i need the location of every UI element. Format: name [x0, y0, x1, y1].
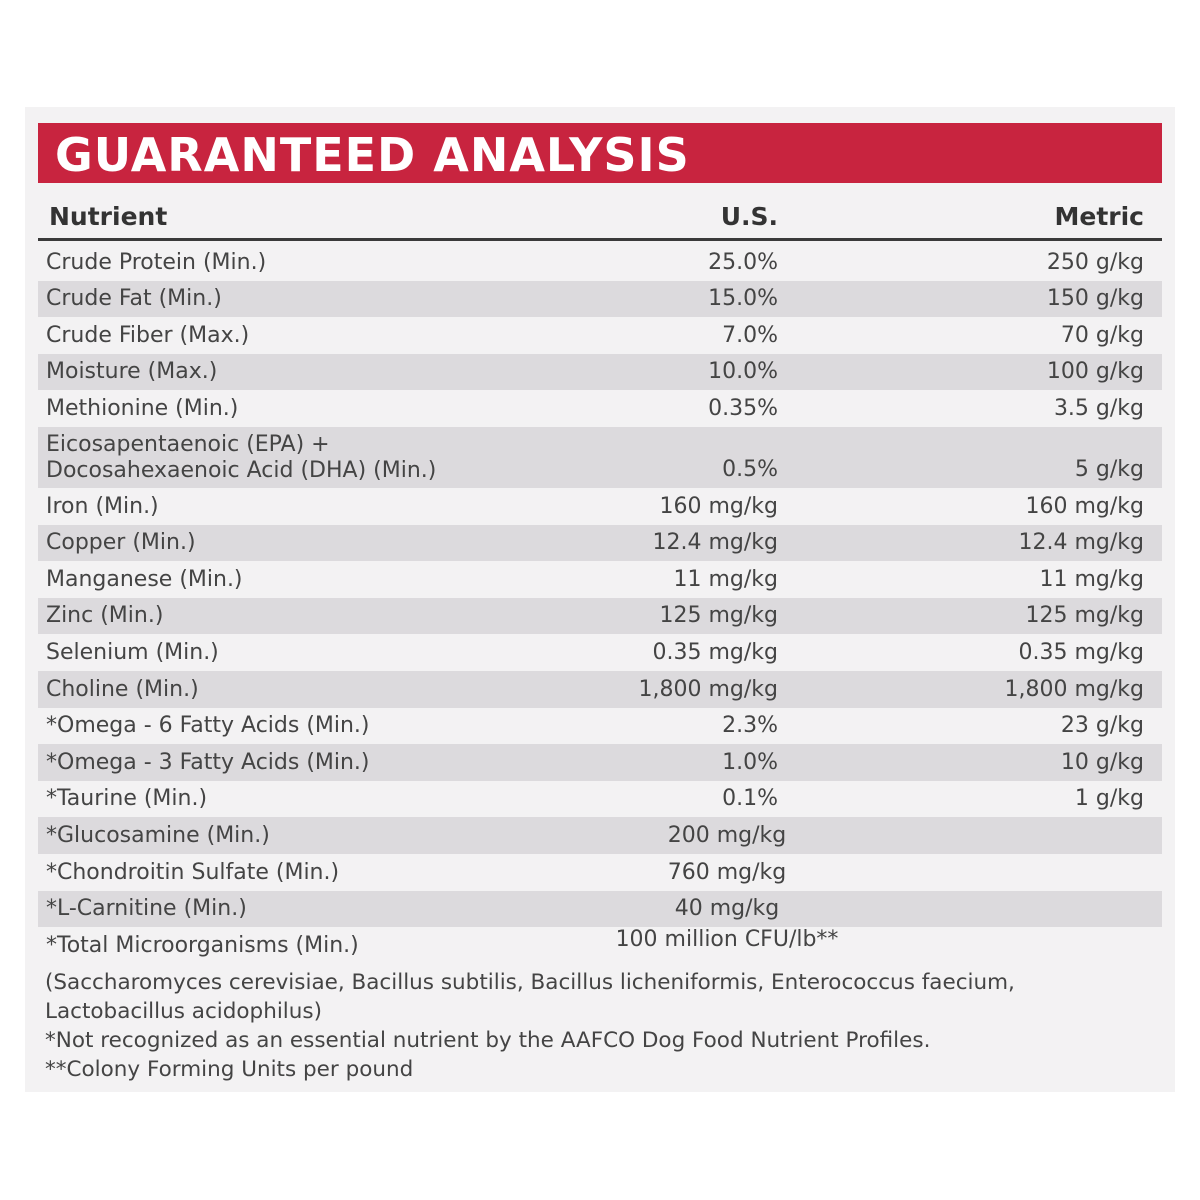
us-value: 125 mg/kg	[659, 603, 779, 629]
metric-value: 12.4 mg/kg	[1018, 530, 1145, 556]
table-row: Copper (Min.) 12.4 mg/kg 12.4 mg/kg	[38, 524, 1162, 562]
table-row: *Omega - 6 Fatty Acids (Min.) 2.3% 23 g/…	[38, 708, 1162, 745]
table-row: Moisture (Max.) 10.0% 100 g/kg	[38, 353, 1162, 391]
nutrient-name: Crude Fiber (Max.)	[46, 322, 250, 348]
table-row: *L-Carnitine (Min.) 40 mg/kg	[38, 890, 1162, 928]
metric-value: 160 mg/kg	[1025, 493, 1145, 519]
nutrient-name-line2: Docosahexaenoic Acid (DHA) (Min.)	[46, 457, 437, 483]
us-value: 2.3%	[722, 713, 778, 739]
us-value: 11 mg/kg	[673, 566, 779, 592]
nutrient-name: Crude Protein (Min.)	[46, 249, 267, 275]
nutrient-name: Eicosapentaenoic (EPA) +	[46, 431, 330, 457]
table-row: Choline (Min.) 1,800 mg/kg 1,800 mg/kg	[38, 670, 1162, 708]
table-row: Manganese (Min.) 11 mg/kg 11 mg/kg	[38, 561, 1162, 598]
metric-value: 3.5 g/kg	[1053, 395, 1144, 421]
nutrient-name: *Omega - 6 Fatty Acids (Min.)	[46, 713, 370, 739]
nutrient-name: Moisture (Max.)	[46, 359, 218, 385]
nutrient-name: *Taurine (Min.)	[46, 786, 208, 812]
footnote-cfu: **Colony Forming Units per pound	[45, 1057, 414, 1082]
table-row: *Taurine (Min.) 0.1% 1 g/kg	[38, 781, 1162, 818]
nutrient-name: *Chondroitin Sulfate (Min.)	[46, 859, 340, 885]
us-value: 15.0%	[708, 286, 778, 312]
header-us: U.S.	[720, 202, 778, 231]
metric-value: 11 mg/kg	[1039, 566, 1145, 592]
nutrient-name: Selenium (Min.)	[46, 639, 219, 665]
header-nutrient: Nutrient	[49, 202, 168, 231]
microorganism-species: (Saccharomyces cerevisiae, Bacillus subt…	[45, 970, 1015, 995]
table-row: *Glucosamine (Min.) 200 mg/kg	[38, 817, 1162, 854]
us-value: 160 mg/kg	[659, 493, 779, 519]
us-value: 7.0%	[722, 322, 778, 348]
nutrient-name: Zinc (Min.)	[46, 603, 164, 629]
nutrient-name: *Glucosamine (Min.)	[46, 822, 270, 848]
header-metric: Metric	[1054, 202, 1144, 231]
metric-value: 125 mg/kg	[1025, 603, 1145, 629]
metric-value: 0.35 mg/kg	[1018, 639, 1145, 665]
us-value: 0.35%	[708, 395, 778, 421]
nutrient-name: Choline (Min.)	[46, 676, 199, 702]
table-row: *Omega - 3 Fatty Acids (Min.) 1.0% 10 g/…	[38, 744, 1162, 781]
metric-value: 5 g/kg	[1074, 456, 1144, 482]
table-row: Iron (Min.) 160 mg/kg 160 mg/kg	[38, 488, 1162, 525]
table-row: Crude Fat (Min.) 15.0% 150 g/kg	[38, 280, 1162, 318]
table-row: Crude Protein (Min.) 25.0% 250 g/kg	[38, 244, 1162, 281]
us-value: 0.5%	[722, 456, 778, 482]
us-value: 12.4 mg/kg	[652, 530, 779, 556]
nutrient-name: *L-Carnitine (Min.)	[46, 896, 247, 922]
guaranteed-analysis-title: GUARANTEED ANALYSIS	[38, 123, 1162, 183]
nutrient-name: Crude Fat (Min.)	[46, 286, 222, 312]
metric-value: 70 g/kg	[1060, 322, 1144, 348]
metric-value: 150 g/kg	[1046, 286, 1144, 312]
table-row: *Total Microorganisms (Min.) 100 million…	[38, 927, 1162, 964]
us-value: 0.35 mg/kg	[652, 639, 779, 665]
microorganism-species-line2: Lactobacillus acidophilus)	[45, 999, 322, 1024]
metric-value: 1,800 mg/kg	[1004, 676, 1145, 702]
metric-value: 250 g/kg	[1046, 249, 1144, 275]
us-value: 25.0%	[708, 249, 778, 275]
table-row: Zinc (Min.) 125 mg/kg 125 mg/kg	[38, 597, 1162, 635]
nutrient-name: *Total Microorganisms (Min.)	[46, 932, 359, 958]
nutrient-name: Iron (Min.)	[46, 493, 159, 519]
table-row: Selenium (Min.) 0.35 mg/kg 0.35 mg/kg	[38, 634, 1162, 671]
us-value: 1.0%	[722, 749, 778, 775]
nutrient-name: Manganese (Min.)	[46, 566, 243, 592]
us-value: 10.0%	[708, 359, 778, 385]
table-row: *Chondroitin Sulfate (Min.) 760 mg/kg	[38, 854, 1162, 891]
metric-value: 23 g/kg	[1060, 713, 1144, 739]
table-row: Eicosapentaenoic (EPA) + Docosahexaenoic…	[38, 426, 1162, 488]
table-row: Methionine (Min.) 0.35% 3.5 g/kg	[38, 390, 1162, 427]
nutrient-name: Copper (Min.)	[46, 530, 196, 556]
combined-value: 200 mg/kg	[667, 822, 787, 848]
combined-value: 100 million CFU/lb**	[615, 926, 839, 952]
footnote-aafco: *Not recognized as an essential nutrient…	[45, 1028, 931, 1053]
nutrient-name: *Omega - 3 Fatty Acids (Min.)	[46, 749, 370, 775]
combined-value: 40 mg/kg	[674, 896, 780, 922]
us-value: 1,800 mg/kg	[638, 676, 779, 702]
metric-value: 1 g/kg	[1074, 786, 1144, 812]
nutrient-name: Methionine (Min.)	[46, 395, 239, 421]
table-header: Nutrient U.S. Metric	[38, 200, 1162, 241]
metric-value: 100 g/kg	[1046, 359, 1144, 385]
table-row: Crude Fiber (Max.) 7.0% 70 g/kg	[38, 317, 1162, 354]
metric-value: 10 g/kg	[1060, 749, 1144, 775]
footnotes: (Saccharomyces cerevisiae, Bacillus subt…	[45, 968, 1155, 1084]
us-value: 0.1%	[722, 786, 778, 812]
nutrient-table: Crude Protein (Min.) 25.0% 250 g/kg Crud…	[38, 244, 1162, 964]
combined-value: 760 mg/kg	[667, 859, 787, 885]
